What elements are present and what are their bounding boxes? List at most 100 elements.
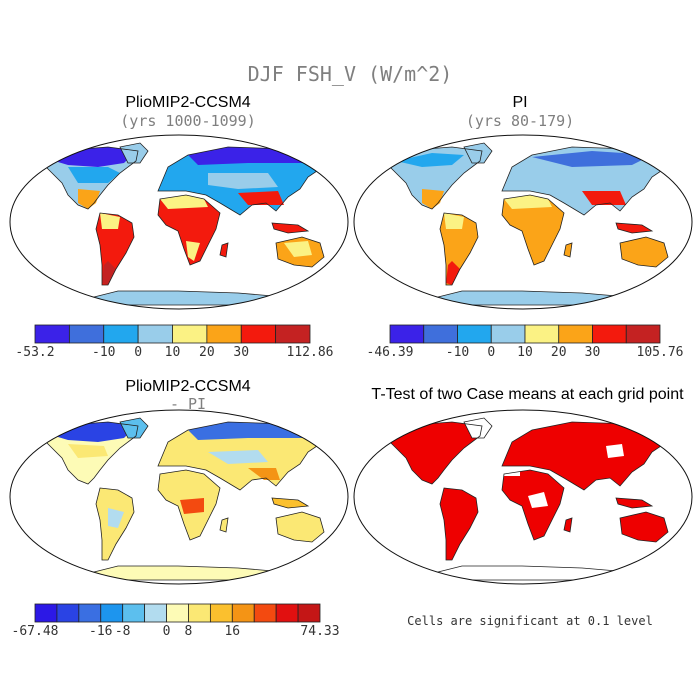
map2-region-15 — [422, 291, 652, 305]
map2-region-11 — [464, 143, 492, 163]
cb2-swatch-0 — [389, 324, 425, 344]
cb3-swatch-0 — [34, 603, 58, 623]
panel-2-map — [353, 134, 693, 310]
map2-region-13 — [616, 223, 652, 233]
map2-outline-madagascar — [563, 242, 573, 258]
cb1-tick-label-1: -10 — [92, 345, 116, 360]
map4-sig-northAmerica — [384, 422, 482, 484]
map3-region-9 — [208, 450, 268, 464]
cb1-swatch-2 — [103, 324, 139, 344]
map2-outline-australia — [619, 236, 669, 268]
cb3-tick-label-6: 74.33 — [300, 624, 340, 639]
cb1-swatch-1 — [68, 324, 105, 344]
map1-region-7 — [158, 195, 220, 265]
panel-1-colorbar — [34, 324, 311, 344]
cb3-swatch-6 — [166, 603, 189, 623]
cb3-swatch-3 — [100, 603, 124, 623]
cb1-tick-label-5: 30 — [233, 345, 250, 360]
map1-outline-indonesia — [271, 222, 310, 234]
map2-region-1 — [396, 153, 464, 167]
map1-outline-africa — [157, 194, 221, 266]
panel-1-map — [9, 134, 349, 310]
map3-outline-northAmerica — [39, 421, 139, 485]
cb3-swatch-2 — [78, 603, 102, 623]
cb2-swatch-2 — [457, 324, 492, 344]
panel-3-subtitle: - PI — [169, 395, 207, 413]
map1-region-14 — [120, 143, 148, 163]
map4-outline-eurasia — [501, 421, 671, 491]
cb3-tick-label-5: 16 — [224, 624, 241, 639]
cb1-tick-label-0: -53.2 — [15, 345, 55, 360]
map4-outline-indonesia — [615, 497, 654, 509]
map4-outline-australia — [619, 511, 669, 543]
map3-region-2 — [68, 444, 108, 458]
panel-1-colorbar-labels: -53.2 -10 0 10 20 30 112.86 — [15, 345, 333, 361]
cb2-tick-label-4: 20 — [550, 345, 567, 360]
map1-outline-madagascar — [219, 242, 229, 258]
cb3-swatch-11 — [275, 603, 299, 623]
map3-outline-africa — [157, 469, 221, 541]
map1-region-17 — [272, 223, 308, 233]
map1-region-6 — [102, 261, 116, 285]
map1-region-5 — [100, 213, 120, 229]
cb3-tick-label-1: -16 — [89, 624, 113, 639]
map1-region-9 — [186, 241, 200, 261]
map2-region-12 — [620, 237, 668, 267]
map3-region-6 — [180, 498, 204, 514]
map2-region-2 — [422, 189, 444, 209]
cb3-swatch-7 — [188, 603, 211, 623]
map3-frame — [9, 409, 349, 585]
cb3-swatch-12 — [297, 603, 321, 623]
map2-frame — [353, 134, 693, 310]
map1-outline-eurasia — [157, 146, 327, 216]
map4-outline-antarctica — [421, 565, 653, 581]
cb2-tick-label-0: -46.39 — [366, 345, 414, 360]
map4-sig-eurasia — [502, 422, 670, 490]
map2-outline-greenland — [463, 142, 493, 164]
map3-region-11 — [120, 418, 148, 438]
cb2-swatch-6 — [592, 324, 627, 344]
cb3-tick-label-0: -67.48 — [11, 624, 59, 639]
cb2-tick-label-1: -10 — [445, 345, 470, 360]
cb3-swatch-4 — [122, 603, 146, 623]
map2-region-5 — [446, 261, 460, 285]
panel-1-title: PlioMIP2-CCSM4 — [125, 94, 251, 111]
map1-outline-southAmerica — [95, 212, 135, 286]
map2-outline-eurasia — [501, 146, 671, 216]
panel-3-map — [9, 409, 349, 585]
cb2-swatch-4 — [524, 324, 560, 344]
cb1-swatch-3 — [137, 324, 173, 344]
map3-region-15 — [78, 566, 308, 580]
map1-region-3 — [78, 189, 100, 209]
map2-outline-southAmerica — [439, 212, 479, 286]
panel-2-colorbar-labels: -46.39 -10 0 10 20 30 105.76 — [367, 345, 684, 361]
map2-region-4 — [444, 213, 464, 229]
panel-4-map — [353, 409, 693, 585]
panel-4-title: T-Test of two Case means at each grid po… — [371, 386, 684, 403]
map4-gap-1 — [528, 492, 548, 508]
map1-outline-northAmerica — [39, 146, 139, 210]
cb2-tick-label-6: 105.76 — [636, 345, 684, 360]
map4-sig-indonesia — [616, 498, 652, 508]
panel-3-colorbar — [34, 603, 321, 623]
panel-2-title: PI — [512, 94, 528, 111]
map4-sig-australia — [620, 512, 668, 542]
map2-region-10 — [582, 191, 626, 205]
cb3-swatch-1 — [56, 603, 80, 623]
significance-footnote: Cells are significant at 0.1 level — [407, 614, 653, 628]
cb1-swatch-4 — [172, 324, 208, 344]
map3-region-8 — [188, 422, 326, 440]
map1-outline-greenland — [119, 142, 149, 164]
panel-2-colorbar — [389, 324, 661, 344]
map2-region-6 — [502, 195, 564, 265]
map3-outline-madagascar — [219, 517, 229, 533]
cb1-swatch-0 — [34, 324, 70, 344]
cb3-tick-label-2: -8 — [114, 624, 131, 639]
map1-region-8 — [160, 195, 208, 209]
cb3-swatch-8 — [209, 603, 233, 623]
cb2-swatch-3 — [490, 324, 526, 344]
cb2-swatch-7 — [625, 324, 661, 344]
map2-outline-africa — [501, 194, 565, 266]
map3-region-12 — [276, 512, 324, 542]
panel-1-subtitle: (yrs 1000-1099) — [120, 112, 256, 130]
